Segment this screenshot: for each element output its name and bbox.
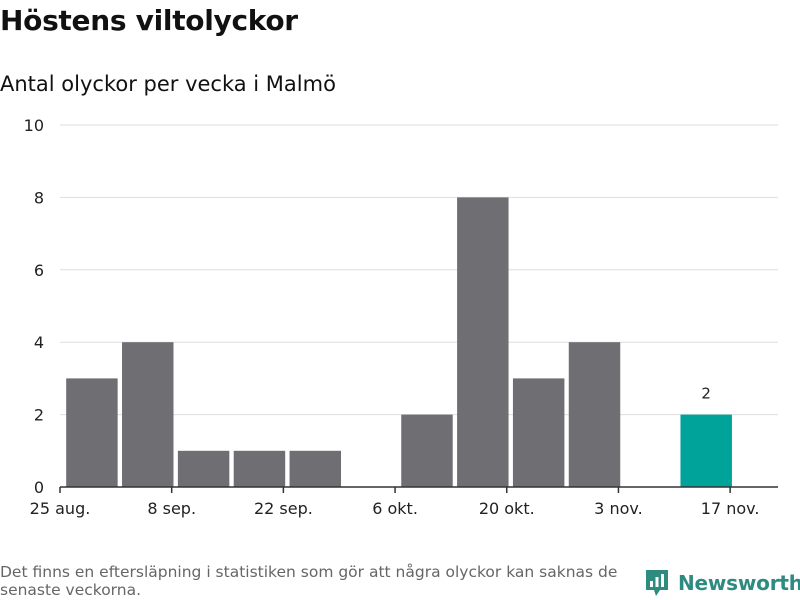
x-tick-label: 20 okt. <box>479 499 535 518</box>
x-tick-label: 8 sep. <box>147 499 196 518</box>
bar <box>233 450 286 487</box>
bar <box>680 414 732 487</box>
y-axis: 0 2 4 6 8 10 <box>24 116 44 497</box>
data-label: 2 <box>701 385 711 403</box>
bar <box>568 342 621 487</box>
y-tick-label: 8 <box>34 188 44 207</box>
x-tick-label: 6 okt. <box>372 499 418 518</box>
y-tick-label: 10 <box>24 116 44 135</box>
newsworthy-logo-icon <box>646 570 668 596</box>
bars <box>66 197 732 487</box>
brand-name: Newsworthy <box>678 571 800 595</box>
x-tick-label: 22 sep. <box>254 499 313 518</box>
x-tick-label: 25 aug. <box>30 499 91 518</box>
chart-subtitle: Antal olyckor per vecka i Malmö <box>0 72 336 96</box>
newsworthy-logo[interactable]: Newsworthy <box>644 568 800 598</box>
bar <box>401 414 453 487</box>
bar <box>177 450 230 487</box>
y-tick-label: 6 <box>34 261 44 280</box>
bar <box>66 378 118 487</box>
bar <box>457 197 509 487</box>
bar <box>122 342 174 487</box>
bar <box>289 450 342 487</box>
chart-title: Höstens viltolyckor <box>0 4 298 37</box>
footnote: Det finns en eftersläpning i statistiken… <box>0 563 618 599</box>
y-tick-label: 2 <box>34 406 44 425</box>
x-axis: 25 aug. 8 sep. 22 sep. 6 okt. 20 okt. 3 nov. 1… <box>30 486 778 518</box>
y-tick-label: 4 <box>34 333 44 352</box>
bar-chart: 2 0 2 4 6 8 10 25 aug. 8 sep. 22 sep. 6 okt. 20 o… <box>24 116 778 518</box>
data-labels: 2 <box>701 385 711 403</box>
y-tick-label: 0 <box>34 478 44 497</box>
bar <box>512 378 565 487</box>
x-tick-label: 3 nov. <box>594 499 643 518</box>
x-tick-label: 17 nov. <box>701 499 760 518</box>
